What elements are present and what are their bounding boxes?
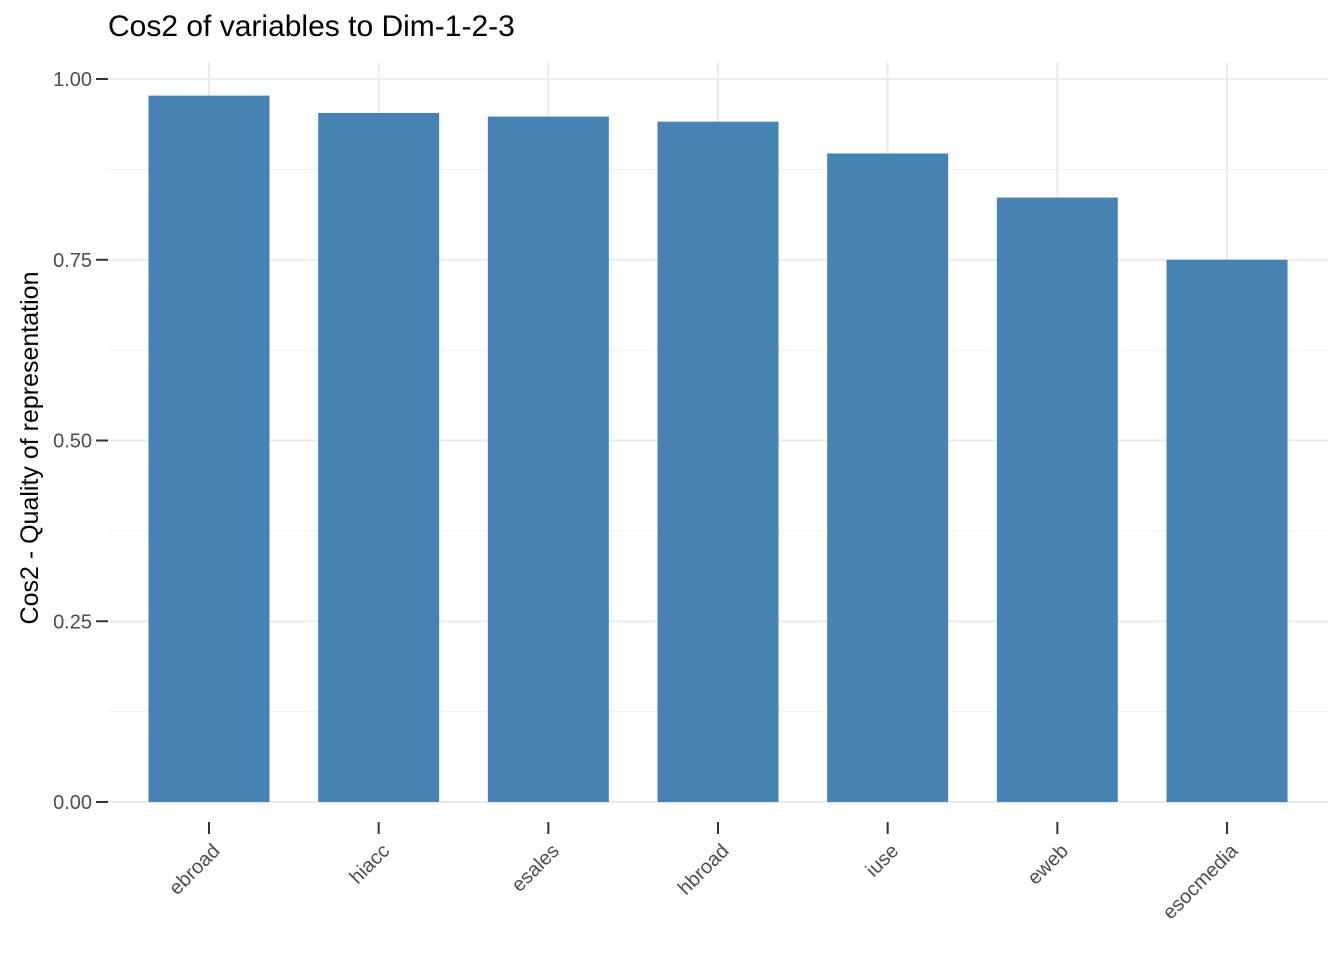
y-tick-label: 0.75 (53, 250, 92, 272)
bar-ebroad (148, 95, 270, 802)
x-tick-label: hbroad (674, 840, 734, 900)
chart-title: Cos2 of variables to Dim-1-2-3 (108, 10, 515, 43)
y-axis-title: Cos2 - Quality of representation (16, 272, 44, 625)
bar-eweb (996, 197, 1118, 802)
x-tick-label: esales (507, 840, 563, 896)
x-axis: ebroad hiacc esales hbroad iuse eweb esocmedia (165, 822, 1243, 924)
bar-iuse (827, 153, 949, 802)
bar-hbroad (657, 121, 779, 803)
bar-esocmedia (1166, 259, 1288, 802)
y-tick-label: 0.00 (53, 792, 92, 814)
x-tick-label: esocmedia (1159, 839, 1244, 924)
y-tick-label: 1.00 (53, 69, 92, 91)
x-tick-label: hiacc (346, 840, 395, 889)
x-tick-label: eweb (1024, 840, 1073, 889)
x-tick-label: ebroad (165, 840, 225, 900)
bar-esales (487, 116, 609, 802)
y-tick-label: 0.50 (53, 431, 92, 453)
bars (148, 95, 1288, 803)
y-axis: 0.00 0.25 0.50 0.75 1.00 (53, 69, 108, 814)
bar-hiacc (318, 112, 440, 802)
y-tick-label: 0.25 (53, 611, 92, 633)
x-tick-label: iuse (862, 840, 904, 882)
